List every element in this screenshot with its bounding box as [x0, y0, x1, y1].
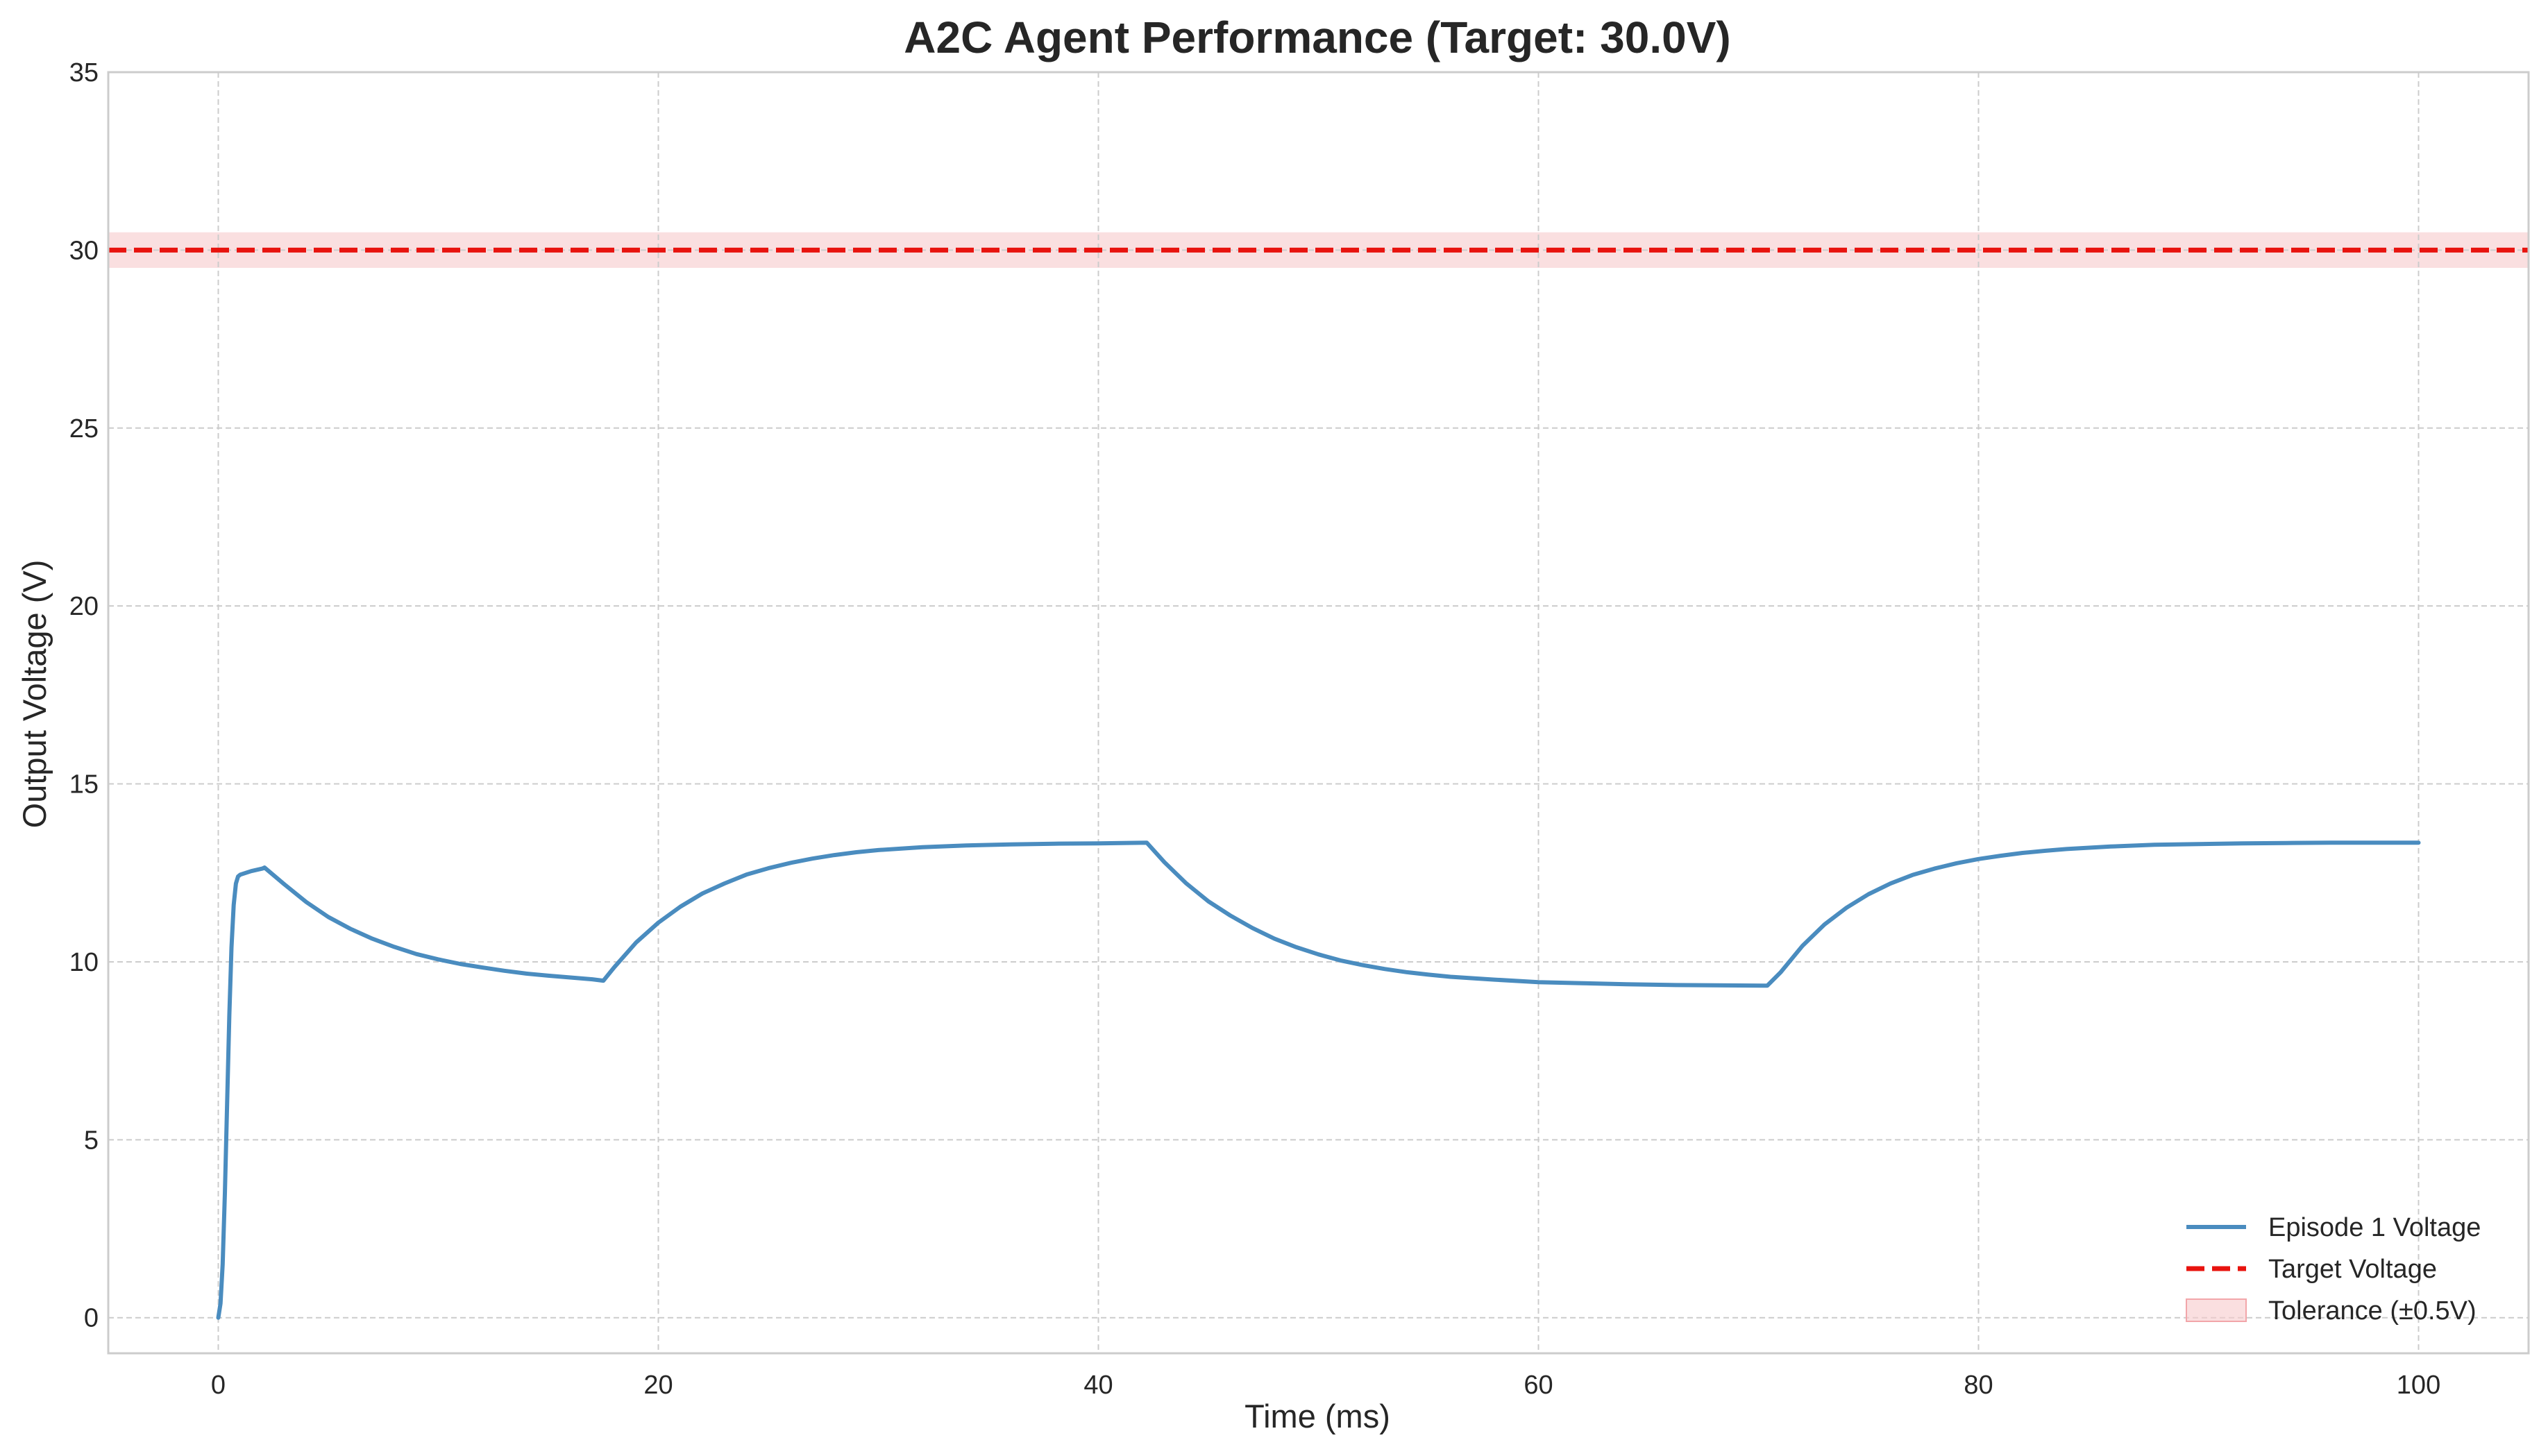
legend-label: Tolerance (±0.5V)	[2268, 1296, 2477, 1326]
legend-label: Episode 1 Voltage	[2268, 1213, 2481, 1242]
y-tick-label: 25	[69, 414, 99, 443]
y-tick-label: 0	[84, 1304, 99, 1333]
y-tick-label: 5	[84, 1126, 99, 1155]
x-tick-label: 20	[643, 1371, 673, 1400]
legend-swatch	[2186, 1298, 2247, 1322]
x-axis-label: Time (ms)	[1245, 1398, 1390, 1434]
x-tick-label: 80	[1964, 1371, 1993, 1400]
y-tick-label: 20	[69, 592, 99, 621]
chart-title: A2C Agent Performance (Target: 30.0V)	[904, 12, 1730, 62]
plot-area: 0 20 40 60 80 100 0 5 10 15 20 25 30 35	[69, 58, 2530, 1400]
plot-frame	[107, 71, 2530, 1355]
y-tick-label: 15	[69, 770, 99, 799]
y-tick-label: 35	[69, 58, 99, 87]
legend-label: Target Voltage	[2268, 1255, 2437, 1284]
x-tick-label: 0	[211, 1371, 226, 1400]
x-tick-label: 100	[2397, 1371, 2440, 1400]
lines-layer	[108, 247, 2529, 1320]
ticks-layer: 0 20 40 60 80 100 0 5 10 15 20 25 30 35	[69, 58, 2440, 1400]
y-tick-label: 30	[69, 236, 99, 265]
x-tick-label: 40	[1083, 1371, 1113, 1400]
y-axis-label: Output Voltage (V)	[16, 560, 53, 829]
x-tick-label: 60	[1524, 1371, 1553, 1400]
voltage-series-line	[216, 840, 2421, 1320]
y-tick-label: 10	[69, 948, 99, 977]
legend: Episode 1 Voltage Target Voltage Tolerance…	[2186, 1213, 2481, 1326]
